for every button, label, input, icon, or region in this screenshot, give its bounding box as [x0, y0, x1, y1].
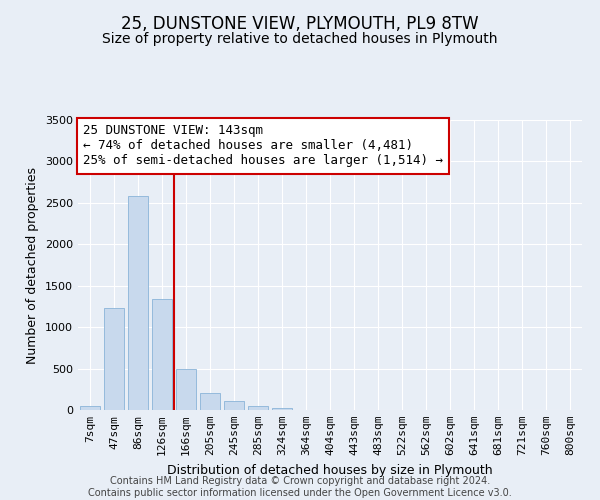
Bar	[152, 299, 172, 410]
Y-axis label: Number of detached properties: Number of detached properties	[26, 166, 40, 364]
Bar	[224, 401, 244, 410]
Text: 25 DUNSTONE VIEW: 143sqm
← 74% of detached houses are smaller (4,481)
25% of sem: 25 DUNSTONE VIEW: 143sqm ← 74% of detach…	[83, 124, 443, 168]
Bar	[248, 406, 268, 410]
Bar	[176, 368, 196, 410]
X-axis label: Distribution of detached houses by size in Plymouth: Distribution of detached houses by size …	[167, 464, 493, 476]
Bar	[128, 196, 148, 410]
Bar	[80, 406, 100, 410]
Text: Size of property relative to detached houses in Plymouth: Size of property relative to detached ho…	[102, 32, 498, 46]
Text: 25, DUNSTONE VIEW, PLYMOUTH, PL9 8TW: 25, DUNSTONE VIEW, PLYMOUTH, PL9 8TW	[121, 15, 479, 33]
Text: Contains HM Land Registry data © Crown copyright and database right 2024.
Contai: Contains HM Land Registry data © Crown c…	[88, 476, 512, 498]
Bar	[200, 394, 220, 410]
Bar	[272, 408, 292, 410]
Bar	[104, 308, 124, 410]
